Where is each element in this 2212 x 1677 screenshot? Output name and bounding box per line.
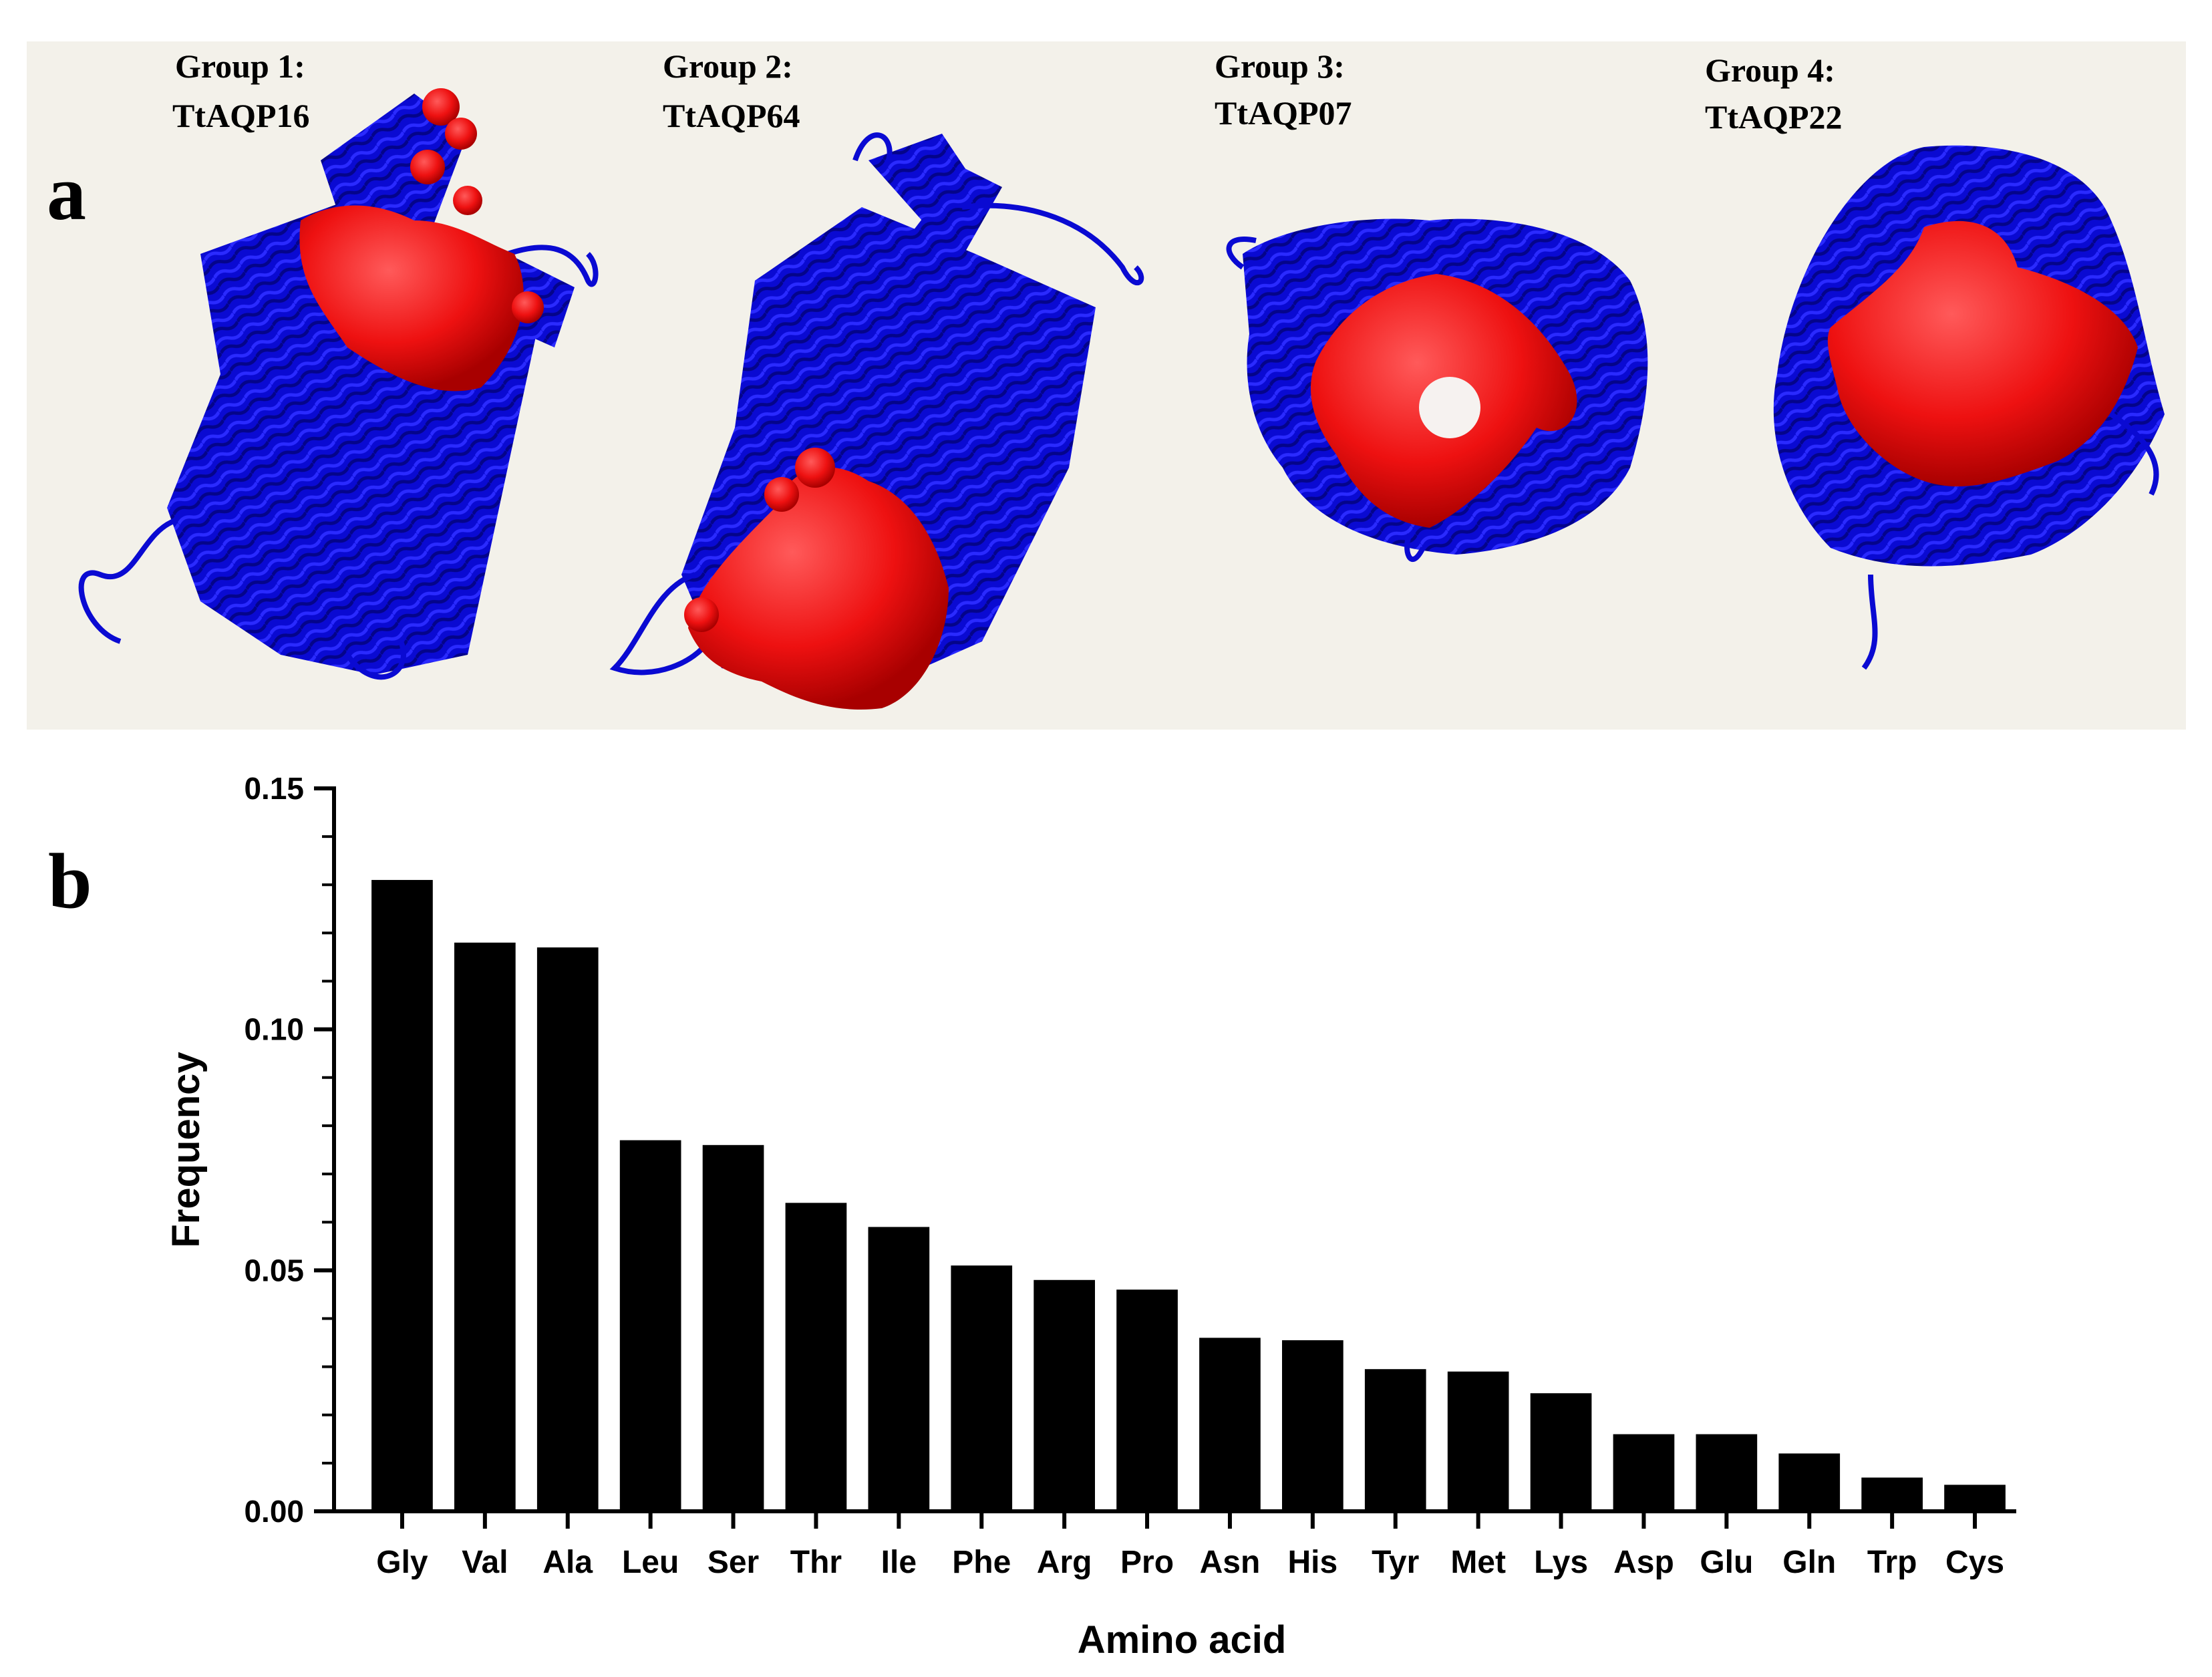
y-tick-label: 0.05 xyxy=(244,1253,304,1287)
x-tick-label-tyr: Tyr xyxy=(1372,1545,1419,1580)
x-axis-tick-labels: Gly Val Ala Leu Ser Thr Ile Phe Arg Pro Asn His Tyr M… xyxy=(376,1545,2004,1580)
x-tick-label-lys: Lys xyxy=(1534,1545,1588,1580)
y-tick-label: 0.10 xyxy=(244,1012,304,1047)
y-axis-label: Frequency xyxy=(164,1052,208,1247)
protein-structure-group-1: Group 1: TtAQP16 xyxy=(78,47,599,680)
group-3-pore-channel xyxy=(1419,377,1480,438)
bar-trp xyxy=(1861,1477,1923,1511)
group-2-pore-residues xyxy=(684,448,949,710)
bars xyxy=(371,880,2006,1511)
x-tick-label-gly: Gly xyxy=(376,1545,428,1580)
bar-cys xyxy=(1944,1485,2006,1511)
x-tick-label-gln: Gln xyxy=(1782,1545,1836,1580)
x-tick-label-pro: Pro xyxy=(1120,1545,1174,1580)
y-tick-label: 0.00 xyxy=(244,1494,304,1529)
bar-asp xyxy=(1613,1434,1675,1511)
x-tick-label-ser: Ser xyxy=(707,1545,759,1580)
group-2-loops xyxy=(609,132,1144,675)
group-1-protein: TtAQP16 xyxy=(172,97,310,134)
bar-lys xyxy=(1530,1393,1592,1511)
group-3-protein: TtAQP07 xyxy=(1215,94,1352,132)
x-tick-label-val: Val xyxy=(462,1545,508,1580)
group-4-pore-residues xyxy=(1827,220,2138,487)
y-axis-ticks xyxy=(314,786,334,1513)
x-tick-label-his: His xyxy=(1287,1545,1337,1580)
group-2-title: Group 2: xyxy=(663,47,793,85)
group-4-protein: TtAQP22 xyxy=(1705,98,1843,136)
protein-structure-group-2: Group 2: TtAQP64 xyxy=(609,47,1144,710)
group-3-loops xyxy=(1226,237,1426,562)
x-axis-label: Amino acid xyxy=(1078,1618,1287,1662)
panel-b: b 0.00 0.05 0.10 0.15 Gly Val Ala Leu Ser Thr Ile… xyxy=(48,771,2016,1662)
bar-phe xyxy=(951,1265,1013,1511)
bar-pro xyxy=(1116,1289,1178,1511)
bar-thr xyxy=(785,1203,847,1511)
x-tick-label-phe: Phe xyxy=(952,1545,1011,1580)
protein-structure-group-3: Group 3: TtAQP07 xyxy=(1215,47,1648,562)
group-1-pore-residues xyxy=(299,88,544,392)
group-2-protein: TtAQP64 xyxy=(663,97,800,134)
panel-a: a Group 1: TtAQP16 xyxy=(27,41,2186,730)
y-tick-label: 0.15 xyxy=(244,771,304,806)
bar-leu xyxy=(619,1140,681,1511)
bar-his xyxy=(1282,1340,1344,1511)
group-1-title: Group 1: xyxy=(175,47,305,85)
x-tick-label-ile: Ile xyxy=(881,1545,917,1580)
bar-gly xyxy=(371,880,433,1511)
panel-a-letter: a xyxy=(47,149,86,237)
bar-asn xyxy=(1199,1338,1261,1511)
bar-gln xyxy=(1778,1453,1841,1511)
x-tick-label-trp: Trp xyxy=(1867,1545,1917,1580)
x-tick-label-arg: Arg xyxy=(1037,1545,1092,1580)
x-tick-label-thr: Thr xyxy=(790,1545,842,1580)
x-tick-label-glu: Glu xyxy=(1700,1545,1753,1580)
bar-ala xyxy=(536,947,599,1511)
group-4-loops xyxy=(1861,412,2159,670)
x-axis-ticks xyxy=(400,1511,1978,1529)
bar-glu xyxy=(1696,1434,1758,1511)
panel-b-letter: b xyxy=(48,837,92,925)
bar-ser xyxy=(702,1145,764,1511)
group-3-title: Group 3: xyxy=(1215,47,1345,85)
bar-ile xyxy=(868,1227,930,1511)
x-tick-label-asp: Asp xyxy=(1613,1545,1674,1580)
bar-arg xyxy=(1034,1279,1095,1511)
x-tick-label-ala: Ala xyxy=(542,1545,593,1580)
y-axis-tick-labels: 0.00 0.05 0.10 0.15 xyxy=(244,771,304,1529)
bar-tyr xyxy=(1364,1369,1426,1511)
x-tick-label-cys: Cys xyxy=(1945,1545,2004,1580)
group-4-title: Group 4: xyxy=(1705,51,1835,89)
frequency-bar-chart: 0.00 0.05 0.10 0.15 Gly Val Ala Leu Ser Thr Ile Ph… xyxy=(164,771,2016,1662)
bar-met xyxy=(1447,1371,1509,1511)
protein-structure-group-4: Group 4: TtAQP22 xyxy=(1705,51,2165,670)
x-tick-label-leu: Leu xyxy=(622,1545,679,1580)
x-tick-label-asn: Asn xyxy=(1200,1545,1261,1580)
x-tick-label-met: Met xyxy=(1450,1545,1506,1580)
group-1-loops xyxy=(78,245,599,680)
bar-val xyxy=(454,942,516,1511)
